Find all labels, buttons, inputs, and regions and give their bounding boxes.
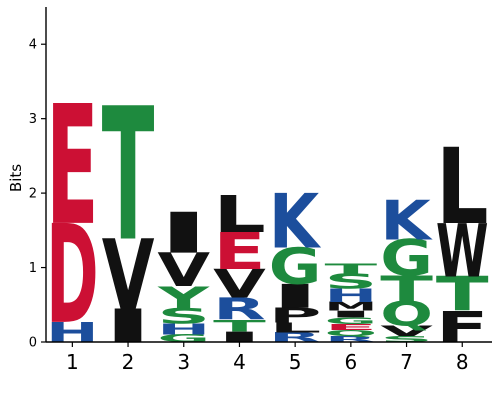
x-tick-label: 3 <box>177 350 190 374</box>
logo-letter-i: I <box>325 309 378 320</box>
logo-letter-t: T <box>325 262 378 277</box>
y-axis-label: Bits <box>7 164 25 192</box>
logo-letter-t: T <box>380 269 433 310</box>
x-tick-label: 1 <box>66 350 79 374</box>
y-tick-label: 2 <box>29 187 37 202</box>
y-tick-label: 4 <box>29 38 37 53</box>
logo-letter-v: V <box>102 220 155 332</box>
logo-letter-v: V <box>213 262 266 307</box>
x-tick-label: 4 <box>233 350 246 374</box>
logo-letter-s: S <box>380 335 433 344</box>
logo-letter-s: S <box>157 303 210 328</box>
x-tick-label: 8 <box>456 350 469 374</box>
logo-letter-i: I <box>213 329 266 346</box>
logo-letter-t: T <box>102 70 155 282</box>
y-ticks: 0 1 2 3 4 <box>29 38 46 351</box>
logo-letter-t: T <box>436 268 489 322</box>
logo-letter-m: M <box>325 300 378 314</box>
logo-letter-g: G <box>269 238 322 296</box>
logo-letter-p: P <box>269 304 322 328</box>
logo-letter-e: E <box>46 72 99 263</box>
logo-letter-l: L <box>436 128 489 249</box>
logo-letter-q: Q <box>380 295 433 334</box>
logo-letter-y: Y <box>157 280 210 315</box>
logo-letter-l: L <box>269 320 322 335</box>
logo-letter-s: S <box>325 269 378 293</box>
x-tick-label: 2 <box>122 350 135 374</box>
logo-letter-r: R <box>213 291 266 327</box>
logo-letter-g: G <box>380 230 433 288</box>
logo-letter-h: H <box>325 285 378 306</box>
logo-letter-k: K <box>380 190 433 253</box>
logo-letter-q: Q <box>325 329 378 338</box>
logo-letter-g: G <box>325 316 378 327</box>
y-tick-label: 0 <box>29 336 37 351</box>
y-tick-label: 1 <box>29 261 37 276</box>
logo-letter-i: I <box>269 278 322 316</box>
logo-letter-h: H <box>157 320 210 338</box>
logo-letter-e: E <box>213 222 266 281</box>
logo-letter-w: W <box>436 208 489 295</box>
logo-letter-i: I <box>157 201 210 266</box>
logo-letter-e: E <box>325 322 378 332</box>
logo-letter-v: V <box>380 323 433 340</box>
logo-letters: HDEIVTGHSYVIITRVELRLPIGKRQEGIMHSTSVQTGKF… <box>46 70 489 355</box>
logo-letter-l: L <box>213 185 266 244</box>
logo-letter-g: G <box>157 332 210 344</box>
x-tick-label: 5 <box>289 350 302 374</box>
y-tick-label: 3 <box>29 112 37 127</box>
x-ticks: 1 2 3 4 5 6 7 8 <box>66 342 469 374</box>
logo-letter-r: R <box>325 335 378 344</box>
x-tick-label: 6 <box>344 350 357 374</box>
logo-letter-t: T <box>213 317 266 336</box>
logo-letter-d: D <box>46 198 99 356</box>
logo-letter-v: V <box>157 243 210 297</box>
x-tick-label: 7 <box>400 350 413 374</box>
logo-letter-k: K <box>269 179 322 265</box>
axes <box>45 7 492 343</box>
